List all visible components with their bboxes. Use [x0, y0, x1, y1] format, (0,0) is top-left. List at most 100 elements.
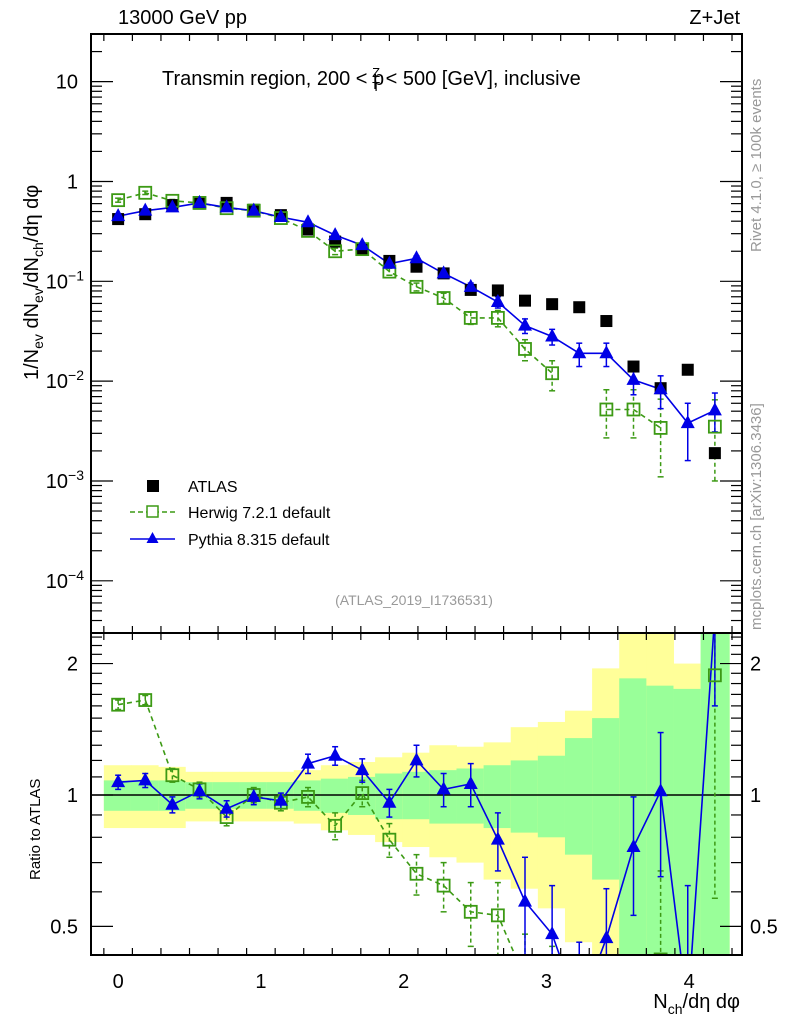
herwig-point	[328, 244, 343, 259]
ratio-y-axis-title: Ratio to ATLAS	[27, 779, 44, 880]
atlas-point	[491, 284, 504, 297]
ratio-band-inner	[510, 760, 539, 833]
x-tick-label: 3	[541, 971, 552, 993]
ratio-band-inner	[537, 755, 566, 838]
x-axis-title-pre: N	[653, 991, 667, 1013]
main-axis-ticks: 10 1 10−1 10−2 10−3 10−4	[46, 33, 742, 634]
ratio-pythia-point	[301, 755, 315, 769]
ratio-herwig-point	[409, 866, 424, 881]
herwig-point	[409, 279, 424, 294]
pythia-point	[328, 227, 343, 241]
pythia-point	[680, 415, 695, 429]
legend-herwig-marker	[146, 505, 159, 518]
rivet-version-label: Rivet 4.1.0, ≥ 100k events	[748, 79, 765, 252]
ratio-herwig-point	[165, 768, 180, 783]
y-tick-label: 10−1	[46, 267, 84, 293]
pythia-point	[707, 402, 722, 416]
ratio-y-tick-label-right: 1	[750, 785, 761, 807]
ratio-pythia-point	[219, 800, 234, 814]
x-axis-title-sub: ch	[668, 1001, 683, 1017]
x-tick-label: 0	[113, 971, 124, 993]
ratio-data-marks	[111, 606, 722, 984]
x-tick-label: 2	[398, 971, 409, 993]
atlas-point	[573, 301, 586, 314]
ratio-pythia-point	[192, 783, 207, 797]
ratio-herwig-point	[355, 786, 370, 801]
ratio-pythia-point	[436, 781, 451, 795]
ratio-herwig-point	[301, 789, 315, 804]
header-left-label: 13000 GeV pp	[118, 7, 247, 29]
ratio-herwig-point	[463, 904, 478, 919]
atlas-point	[681, 363, 694, 376]
ratio-pythia-point	[463, 775, 478, 789]
pythia-line	[117, 202, 716, 425]
pythia-point	[192, 194, 207, 208]
ratio-herwig-point	[519, 972, 531, 984]
ratio-axis-ticks: 0 1 2 3 4 2 2 1 1 0.5 0.5	[50, 633, 778, 993]
pythia-point	[246, 202, 261, 216]
ratio-pythia-point	[138, 772, 153, 786]
main-data-marks	[111, 185, 722, 482]
ratio-herwig-point	[490, 908, 505, 923]
ratio-herwig-point	[138, 693, 153, 707]
ratio-pythia-point	[599, 930, 614, 944]
ratio-pythia-point	[382, 794, 397, 808]
ratio-y-tick-label-left: 1	[67, 785, 78, 807]
ratio-pythia-point	[111, 774, 126, 788]
herwig-point	[653, 421, 668, 435]
ratio-herwig-point	[707, 668, 722, 683]
ratio-herwig-point	[653, 952, 668, 955]
ratio-y-tick-label-right: 2	[750, 654, 761, 676]
ratio-pythia-point	[246, 788, 261, 802]
main-panel: 10 1 10−1 10−2 10−3 10−4 Transmin region, 200…	[21, 33, 743, 634]
y-tick-label: 10	[56, 72, 78, 94]
herwig-point	[138, 185, 153, 200]
ratio-pythia-point	[165, 796, 180, 810]
x-tick-label: 1	[255, 971, 266, 993]
ratio-pythia-point	[626, 839, 641, 853]
herwig-point	[490, 310, 505, 325]
main-y-axis-title: 1/Nev dNev/dNch/dη dφ	[21, 185, 46, 380]
ratio-herwig-point	[328, 818, 343, 833]
atlas-point	[410, 260, 423, 273]
pythia-point	[273, 209, 288, 223]
ratio-pythia-point	[409, 752, 424, 766]
y-tick-label: 10−2	[46, 367, 84, 393]
ratio-y-tick-label-right: 0.5	[750, 916, 778, 938]
analysis-id-annotation: (ATLAS_2019_I1736531)	[335, 592, 493, 608]
main-title: Transmin region, 200 < pZ T < 500 [GeV], …	[162, 65, 581, 94]
legend-pythia-marker	[146, 532, 159, 543]
ratio-pythia-point	[708, 606, 722, 619]
herwig-point	[111, 193, 126, 208]
herwig-point	[707, 419, 722, 434]
ratio-pythia-point	[545, 926, 560, 940]
x-axis-title-post: /dη dφ	[683, 991, 740, 1013]
ratio-herwig-point	[111, 697, 126, 712]
pythia-point	[518, 317, 532, 331]
atlas-point	[600, 315, 613, 328]
herwig-line	[117, 191, 553, 374]
legend-atlas-label: ATLAS	[188, 479, 238, 496]
pythia-point	[355, 237, 370, 251]
atlas-point	[627, 360, 640, 373]
pythia-point	[409, 250, 424, 264]
ratio-band-inner	[320, 778, 349, 813]
header-right-label: Z+Jet	[689, 7, 740, 29]
pythia-point	[653, 381, 668, 395]
ratio-frame	[90, 632, 743, 956]
pythia-point	[490, 294, 505, 308]
herwig-point	[545, 366, 560, 381]
title-pre: Transmin region, 200 < p	[162, 68, 384, 90]
pythia-point	[301, 214, 315, 228]
title-post: < 500 [GeV], inclusive	[380, 68, 581, 90]
herwig-point	[518, 342, 532, 356]
pythia-point	[599, 345, 614, 359]
herwig-line	[606, 408, 662, 429]
herwig-point	[599, 402, 614, 417]
pythia-point	[572, 345, 587, 359]
ratio-pythia-point	[273, 792, 288, 806]
x-tick-label: 4	[684, 971, 695, 993]
ratio-herwig-point	[382, 832, 397, 847]
pythia-point	[463, 278, 478, 292]
